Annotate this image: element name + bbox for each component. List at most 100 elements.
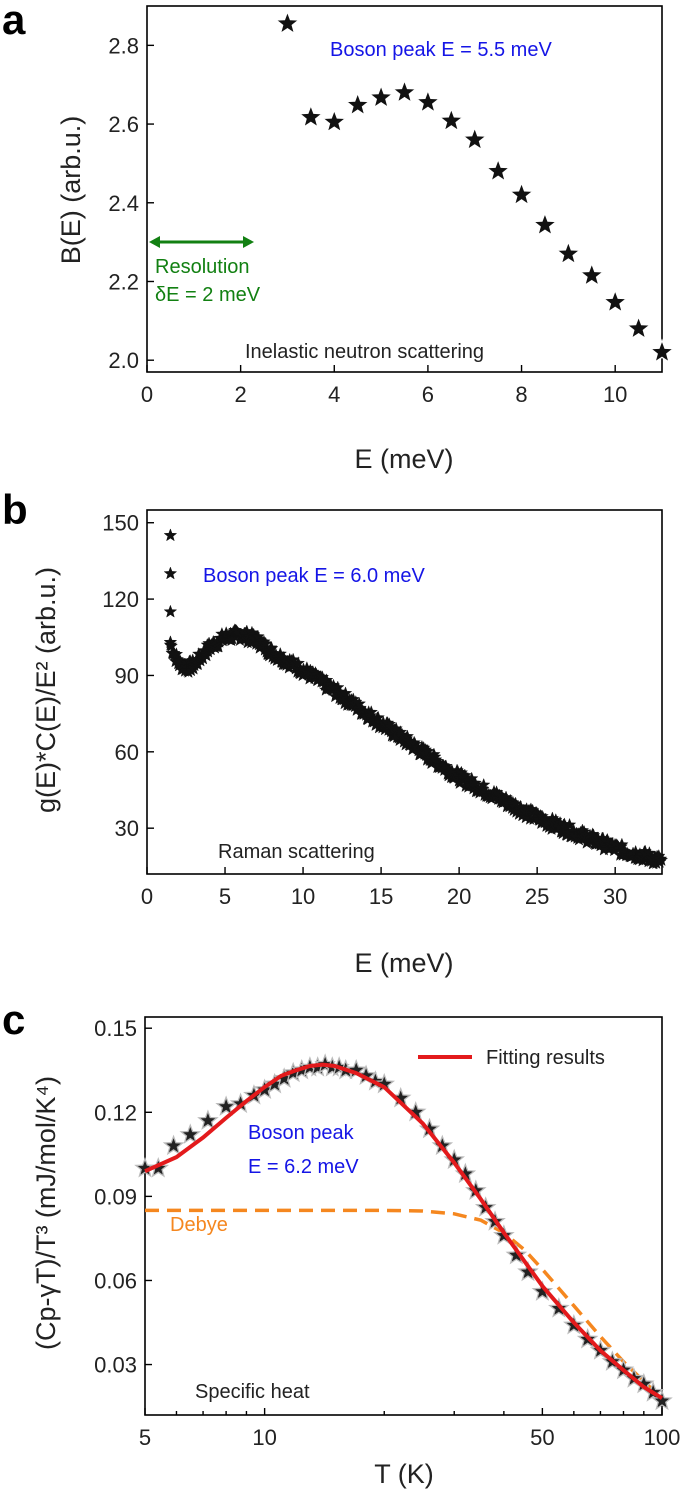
panel-c-data-star (162, 1134, 185, 1156)
panel-c-y-axis-label: (Cp-γT)/T³ (mJ/mol/K⁴) (31, 1076, 61, 1350)
panel-a-data-star (602, 288, 629, 314)
panel-b-data-star (163, 528, 178, 542)
panel-b-x-tick-label: 15 (369, 884, 393, 909)
panel-a-y-axis-label: B(E) (arb.u.) (56, 116, 86, 265)
panel-c-y-tick-label: 0.12 (94, 1100, 137, 1125)
panel-a-data-star (321, 108, 348, 134)
panel-b-x-axis-label: E (meV) (354, 948, 453, 978)
panel-a-data-star (555, 240, 582, 266)
panel-c-x-axis-label: T (K) (374, 1459, 434, 1489)
panel-c-x-tick-label: 10 (252, 1425, 276, 1450)
panel-a-x-tick-label: 10 (603, 382, 627, 407)
panel-b: b 0 5 10 15 20 25 30 30 60 90 120 150 Boson peak E … (2, 486, 669, 978)
panel-a-data-star (531, 211, 559, 237)
panel-c: c 5 10 50 100 0.03 0.06 0.09 0.12 0.15 Fitting r… (2, 996, 680, 1489)
panel-b-y-tick-label: 150 (102, 511, 139, 536)
panel-a-data-star (367, 83, 395, 109)
panel-a-x-tick-label: 2 (235, 382, 247, 407)
panel-b-data-star (468, 776, 482, 789)
panel-b-data-series (163, 528, 669, 870)
panel-b-data-star (615, 837, 629, 851)
panel-c-plot-frame (144, 1016, 663, 1416)
panel-label-a: a (2, 0, 26, 43)
resolution-arrow-right-head (243, 236, 254, 248)
legend-fit-label: Fitting results (486, 1047, 605, 1069)
panel-c-x-tick-label: 5 (139, 1425, 151, 1450)
panel-c-boson-value: E = 6.2 meV (248, 1156, 359, 1178)
panel-a-y-tick-label: 2.4 (108, 191, 139, 216)
panel-c-y-tick-label: 0.09 (94, 1184, 137, 1209)
panel-a-ticks: 0 2 4 6 8 10 2.0 2.2 2.4 2.6 2.8 (108, 33, 627, 407)
panel-a-boson-annotation: Boson peak E = 5.5 meV (330, 39, 552, 61)
panel-a-data-star (508, 181, 535, 207)
panel-c-data-star (505, 1243, 528, 1265)
panel-c-data-star (531, 1280, 554, 1301)
panel-c-data-star (147, 1156, 170, 1178)
panel-a-data-star (648, 338, 676, 364)
panel-c-debye-label: Debye (170, 1214, 228, 1236)
panel-a-resolution-label: Resolution (155, 256, 250, 278)
panel-a-data-series (274, 9, 676, 364)
panel-a-data-star (414, 88, 442, 114)
panel-b-y-axis-label: g(E)*C(E)/E² (arb.u.) (31, 567, 61, 813)
panel-b-data-star (291, 656, 306, 670)
panel-b-data-star (654, 853, 669, 866)
panel-a-y-tick-label: 2.0 (108, 348, 139, 373)
panel-a-data-star (438, 107, 465, 133)
panel-b-x-tick-label: 0 (141, 884, 153, 909)
panel-a-y-tick-label: 2.6 (108, 112, 139, 137)
panel-a-x-tick-label: 0 (141, 382, 153, 407)
panel-b-data-star (211, 639, 226, 653)
panel-b-data-star (476, 777, 491, 791)
panel-b-method-label: Raman scattering (218, 841, 375, 863)
panel-a-data-star (578, 261, 605, 287)
panel-b-y-tick-label: 30 (115, 816, 139, 841)
panel-c-y-tick-label: 0.03 (94, 1353, 137, 1378)
debye-curve (145, 1208, 664, 1400)
panel-c-x-tick-label: 100 (644, 1425, 681, 1450)
panel-a-x-tick-label: 4 (328, 382, 340, 407)
panel-a-x-tick-label: 8 (515, 382, 527, 407)
panel-c-data-star (197, 1109, 219, 1130)
panel-b-ticks: 0 5 10 15 20 25 30 30 60 90 120 150 (102, 511, 627, 909)
panel-a-plot-frame (146, 5, 663, 373)
resolution-arrow (149, 236, 254, 248)
panel-b-y-tick-label: 90 (115, 663, 139, 688)
panel-c-y-tick-label: 0.06 (94, 1268, 137, 1293)
panel-b-data-star (364, 705, 378, 719)
panel-b-x-tick-label: 25 (525, 884, 549, 909)
panel-a-data-star (344, 91, 371, 117)
panel-c-data-star (651, 1389, 673, 1411)
panel-c-boson-label: Boson peak (248, 1122, 355, 1144)
panel-b-data-star (562, 817, 577, 831)
panel-label-b: b (2, 486, 28, 533)
panel-b-x-tick-label: 5 (219, 884, 231, 909)
panel-b-boson-annotation: Boson peak E = 6.0 meV (203, 565, 425, 587)
panel-c-data-star (179, 1123, 202, 1144)
resolution-arrow-left-head (149, 236, 160, 248)
panel-b-y-tick-label: 120 (102, 587, 139, 612)
panel-a-resolution-value: δE = 2 meV (155, 284, 261, 306)
panel-a: a 0 2 4 6 8 10 2.0 2.2 2.4 2.6 2.8 Boson peak E = … (2, 0, 676, 474)
panel-a-data-star (391, 78, 418, 104)
panel-a-data-star (297, 103, 325, 129)
panel-a-method-label: Inelastic neutron scattering (245, 341, 484, 363)
panel-b-x-tick-label: 30 (603, 884, 627, 909)
panel-c-ticks: 5 10 50 100 0.03 0.06 0.09 0.12 0.15 (94, 1016, 680, 1450)
panel-label-c: c (2, 996, 25, 1043)
panel-c-y-tick-label: 0.15 (94, 1016, 137, 1041)
panel-a-data-star (484, 157, 512, 183)
panel-a-y-tick-label: 2.8 (108, 33, 139, 58)
panel-a-data-star (461, 125, 488, 152)
panel-c-method-label: Specific heat (195, 1381, 310, 1403)
panel-a-x-tick-label: 6 (422, 382, 434, 407)
panel-c-legend: Fitting results (418, 1047, 605, 1069)
panel-a-data-star (274, 9, 301, 35)
fitting-results-curve (144, 1062, 664, 1400)
panel-b-y-tick-label: 60 (115, 740, 139, 765)
panel-a-y-tick-label: 2.2 (108, 269, 139, 294)
panel-a-x-axis-label: E (meV) (354, 444, 453, 474)
panel-a-data-star (625, 314, 652, 340)
panel-c-lines (145, 1208, 664, 1400)
